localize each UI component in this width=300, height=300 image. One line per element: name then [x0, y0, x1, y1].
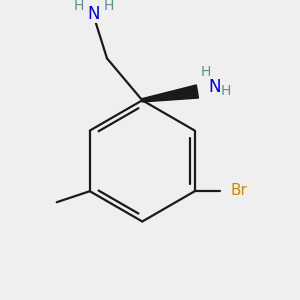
Text: H: H [201, 65, 211, 79]
Text: H: H [221, 85, 231, 98]
Text: H: H [73, 0, 84, 13]
Polygon shape [142, 85, 198, 102]
Text: N: N [208, 78, 221, 96]
Text: Br: Br [230, 183, 247, 198]
Text: H: H [104, 0, 114, 13]
Text: N: N [88, 5, 100, 23]
